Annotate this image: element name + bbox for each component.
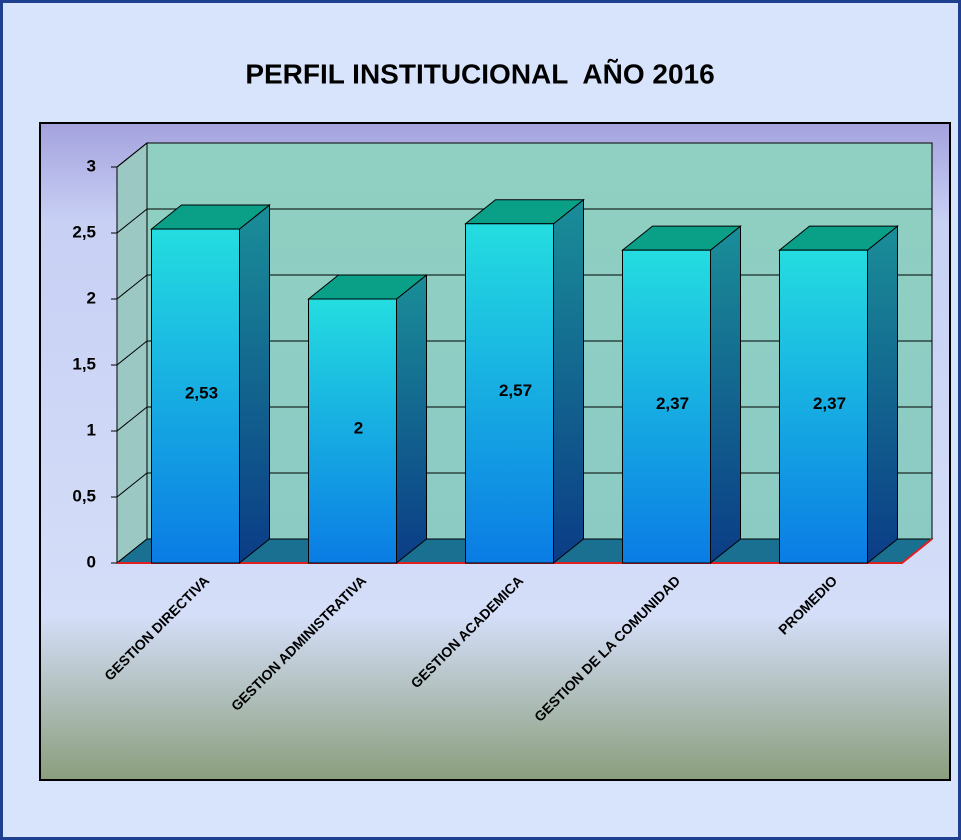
bar xyxy=(151,228,240,564)
grid-line xyxy=(116,274,148,300)
bar xyxy=(779,249,868,564)
grid-line xyxy=(116,472,148,498)
bar-side xyxy=(239,203,270,565)
bar xyxy=(465,223,554,564)
bar-side xyxy=(867,225,898,565)
y-tick-label: 1,5 xyxy=(72,354,96,373)
y-tick-label: 3 xyxy=(87,156,96,175)
y-tick-label: 2 xyxy=(87,288,96,307)
y-tick-label: 1 xyxy=(87,420,96,439)
bar xyxy=(308,298,397,564)
grid-line xyxy=(116,406,148,432)
data-label: 2,53 xyxy=(185,384,218,403)
data-label: 2 xyxy=(354,418,363,437)
grid-line xyxy=(116,208,148,234)
chart-title: PERFIL INSTITUCIONAL AÑO 2016 xyxy=(245,58,714,89)
y-tick-label: 2,5 xyxy=(72,222,96,241)
bar-side xyxy=(396,273,427,565)
data-label: 2,37 xyxy=(813,394,846,413)
grid-line xyxy=(116,340,148,366)
bar-side xyxy=(710,225,741,565)
bar-side xyxy=(553,198,584,565)
data-label: 2,37 xyxy=(656,394,689,413)
y-tick-label: 0,5 xyxy=(72,486,96,505)
y-tick-label: 0 xyxy=(87,552,96,571)
bar xyxy=(622,249,711,564)
data-label: 2,57 xyxy=(499,381,532,400)
grid-line xyxy=(116,142,148,168)
